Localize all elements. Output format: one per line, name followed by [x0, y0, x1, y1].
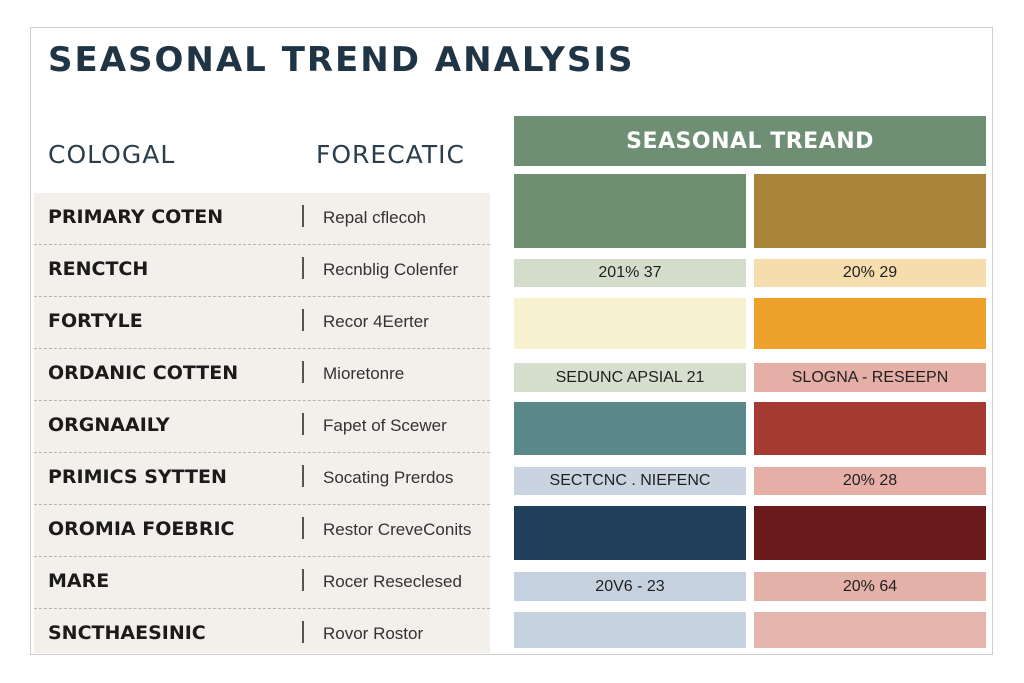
- list-item-divider: [302, 309, 304, 331]
- swatch-label: 20% 29: [754, 259, 986, 287]
- swatch-label: 20% 28: [754, 467, 986, 495]
- list-item: PRIMICS SYTTEN Socating Prerdos: [34, 453, 490, 505]
- list-item-divider: [302, 361, 304, 383]
- list-item-name: PRIMICS SYTTEN: [48, 466, 227, 488]
- list-item: ORDANIC COTTEN Mioretonre: [34, 349, 490, 401]
- list-item: OROMIA FOEBRIC Restor CreveConits: [34, 505, 490, 557]
- list-item-divider: [302, 569, 304, 591]
- list-item-value: Repal cflecoh: [323, 208, 427, 227]
- color-swatch: [514, 612, 746, 648]
- list-item: ORGNAAILY Fapet of Scewer: [34, 401, 490, 453]
- list-item-name: SNCTHAESINIC: [48, 622, 206, 644]
- list-item-divider: [302, 621, 304, 643]
- list-item-name: RENCTCH: [48, 258, 149, 280]
- color-swatch: [754, 506, 986, 560]
- list-item: PRIMARY COTEN Repal cflecoh: [34, 193, 490, 245]
- list-item-name: ORGNAAILY: [48, 414, 170, 436]
- page-title: SEASONAL TREND ANALYSIS: [48, 40, 635, 80]
- list-item-name: MARE: [48, 570, 110, 592]
- list-item-value: Mioretonre: [323, 364, 405, 383]
- swatch-label: SLOGNA - RESEEPN: [754, 363, 986, 392]
- swatch-label: 201% 37: [514, 259, 746, 287]
- list-item: MARE Rocer Reseclesed: [34, 557, 490, 609]
- list-item-name: OROMIA FOEBRIC: [48, 518, 235, 540]
- color-swatch: [514, 298, 746, 349]
- list-item-divider: [302, 517, 304, 539]
- list-item-name: FORTYLE: [48, 310, 143, 332]
- color-swatch: [754, 612, 986, 648]
- list-item-value: Rovor Rostor: [323, 624, 424, 643]
- list-item-value: Fapet of Scewer: [323, 416, 447, 435]
- swatch-label: 20% 64: [754, 572, 986, 601]
- list-item-divider: [302, 257, 304, 279]
- seasonal-trend-header: SEASONAL TREAND: [514, 116, 986, 166]
- list-item-name: PRIMARY COTEN: [48, 206, 224, 228]
- list-item: FORTYLE Recor 4Eerter: [34, 297, 490, 349]
- list-item-value: Recor 4Eerter: [323, 312, 429, 331]
- color-swatch: [514, 174, 746, 248]
- column-header-forecatic: FORECATIC: [316, 140, 465, 169]
- list-item-divider: [302, 465, 304, 487]
- swatch-label: 20V6 - 23: [514, 572, 746, 601]
- list-item-value: Rocer Reseclesed: [323, 572, 462, 591]
- color-swatch: [754, 402, 986, 455]
- swatch-label: SECTCNC . NIEFENC: [514, 467, 746, 495]
- color-swatch: [754, 174, 986, 248]
- list-item-value: Restor CreveConits: [323, 520, 472, 539]
- list-item-value: Recnblig Colenfer: [323, 260, 459, 279]
- color-swatch: [754, 298, 986, 349]
- list-item-divider: [302, 413, 304, 435]
- swatch-label: SEDUNC APSIAL 21: [514, 363, 746, 392]
- list-item-divider: [302, 205, 304, 227]
- fabric-list: PRIMARY COTEN Repal cflecoh RENCTCH Recn…: [34, 193, 490, 653]
- color-swatch: [514, 506, 746, 560]
- list-item: SNCTHAESINIC Rovor Rostor: [34, 609, 490, 661]
- list-item: RENCTCH Recnblig Colenfer: [34, 245, 490, 297]
- list-item-name: ORDANIC COTTEN: [48, 362, 239, 384]
- color-swatch: [514, 402, 746, 455]
- column-header-cologal: COLOGAL: [48, 140, 176, 169]
- list-item-value: Socating Prerdos: [323, 468, 454, 487]
